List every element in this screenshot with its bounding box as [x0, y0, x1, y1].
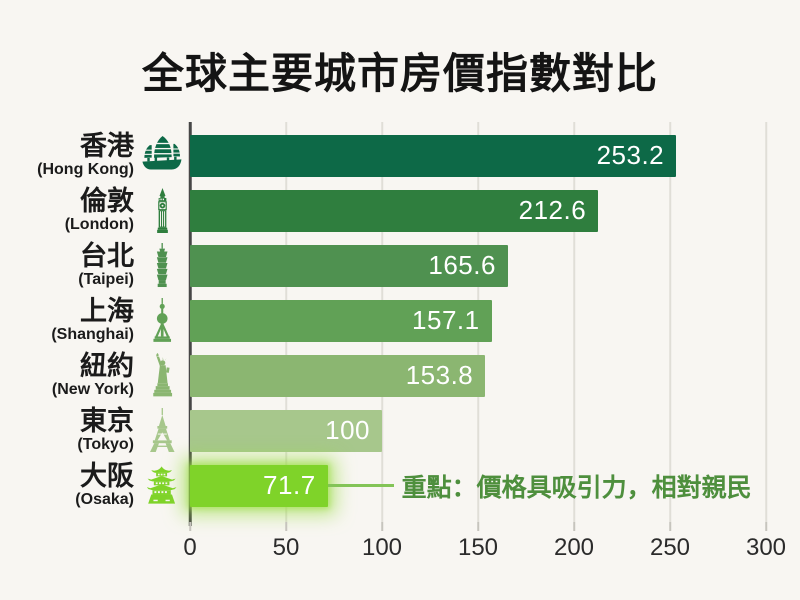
bar-chart: 香港 (Hong Kong) 253.2 倫敦 (London) 212.6 台北 (Taip…	[0, 118, 800, 578]
city-label: 倫敦 (London)	[0, 188, 134, 233]
bar: 212.6	[190, 189, 599, 232]
bar: 100	[190, 409, 382, 452]
bar-value-label: 253.2	[596, 140, 665, 170]
osaka-castle-icon	[134, 466, 190, 505]
chart-title: 全球主要城市房價指數對比	[141, 50, 658, 97]
city-label: 東京 (Tokyo)	[0, 408, 134, 453]
bar-value-label: 165.6	[428, 250, 496, 280]
bar-track: 71.7 重點：價格具吸引力，相對親民	[190, 464, 766, 507]
tokyo-tower-icon	[134, 408, 190, 453]
x-tick-label: 100	[361, 534, 403, 561]
bar-track: 165.6	[190, 244, 766, 287]
statue-of-liberty-icon	[134, 353, 190, 398]
city-name-en: (Taipei)	[78, 270, 134, 288]
city-name-en: (Osaka)	[75, 490, 134, 508]
city-name-zh: 香港	[80, 131, 134, 162]
chart-row: 大阪 (Osaka) 71.7 重點：價格具吸引力，相對親民	[0, 458, 766, 513]
city-name-en: (Hong Kong)	[37, 160, 134, 178]
chart-row: 台北 (Taipei) 165.6	[0, 238, 766, 293]
annotation-connector-line	[327, 484, 394, 487]
bar-value-label: 157.1	[412, 305, 480, 335]
city-label: 香港 (Hong Kong)	[0, 133, 134, 178]
x-tick-label: 250	[649, 534, 691, 561]
city-name-zh: 大阪	[80, 461, 134, 492]
city-name-zh: 紐約	[80, 351, 134, 382]
city-label: 紐約 (New York)	[0, 353, 134, 398]
x-axis: 0 50 100 150 200 250 300	[183, 522, 786, 574]
bar: 157.1	[190, 299, 492, 342]
bar-value-label: 71.7	[263, 470, 316, 500]
junk-boat-icon	[134, 136, 190, 175]
annotation: 重點：價格具吸引力，相對親民	[327, 468, 752, 504]
city-name-zh: 倫敦	[80, 186, 134, 217]
x-tick-mark	[765, 522, 767, 531]
city-name-en: (Tokyo)	[77, 435, 134, 453]
chart-row: 東京 (Tokyo) 100	[0, 403, 766, 458]
city-name-zh: 上海	[80, 296, 134, 327]
bar-value-label: 153.8	[405, 360, 474, 390]
chart-row: 香港 (Hong Kong) 253.2	[0, 128, 766, 183]
x-tick-mark	[669, 522, 671, 531]
big-ben-icon	[134, 188, 190, 233]
taipei-101-icon	[134, 243, 190, 288]
x-tick-label: 0	[183, 534, 197, 561]
bar-track: 153.8	[190, 354, 766, 397]
x-tick-mark	[573, 522, 575, 531]
bar-track: 157.1	[190, 299, 766, 342]
city-name-en: (New York)	[51, 380, 134, 398]
bar-track: 212.6	[190, 189, 766, 232]
annotation-text: 重點：價格具吸引力，相對親民	[401, 473, 752, 502]
city-name-en: (London)	[64, 215, 134, 233]
bar-value-label: 100	[325, 415, 370, 445]
x-tick-mark	[477, 522, 479, 531]
gridline	[765, 122, 767, 522]
bar: 71.7	[190, 464, 328, 507]
x-tick-mark	[381, 522, 383, 531]
city-label: 台北 (Taipei)	[0, 243, 134, 288]
chart-row: 上海 (Shanghai) 157.1	[0, 293, 766, 348]
oriental-pearl-tower-icon	[134, 298, 190, 343]
city-label: 大阪 (Osaka)	[0, 463, 134, 508]
gridline	[669, 122, 671, 522]
city-name-zh: 台北	[80, 241, 134, 272]
city-name-en: (Shanghai)	[51, 325, 134, 343]
x-tick-label: 150	[457, 534, 499, 561]
city-name-zh: 東京	[80, 406, 134, 437]
bar-value-label: 212.6	[518, 195, 587, 225]
x-tick-label: 300	[745, 534, 787, 561]
city-label: 上海 (Shanghai)	[0, 298, 134, 343]
gridline	[573, 122, 575, 522]
chart-row: 倫敦 (London) 212.6	[0, 183, 766, 238]
x-tick-mark	[285, 522, 287, 531]
x-tick-label: 50	[272, 534, 300, 561]
bar: 165.6	[190, 244, 508, 287]
bar: 153.8	[190, 354, 486, 397]
x-tick-label: 200	[553, 534, 595, 561]
bar-track: 253.2	[190, 134, 766, 177]
bar-track: 100	[190, 409, 766, 452]
chart-row: 紐約 (New York) 153.8	[0, 348, 766, 403]
bar: 253.2	[190, 134, 677, 177]
x-tick-mark	[189, 522, 191, 531]
chart-rows: 香港 (Hong Kong) 253.2 倫敦 (London) 212.6 台北 (Taip…	[0, 122, 766, 513]
